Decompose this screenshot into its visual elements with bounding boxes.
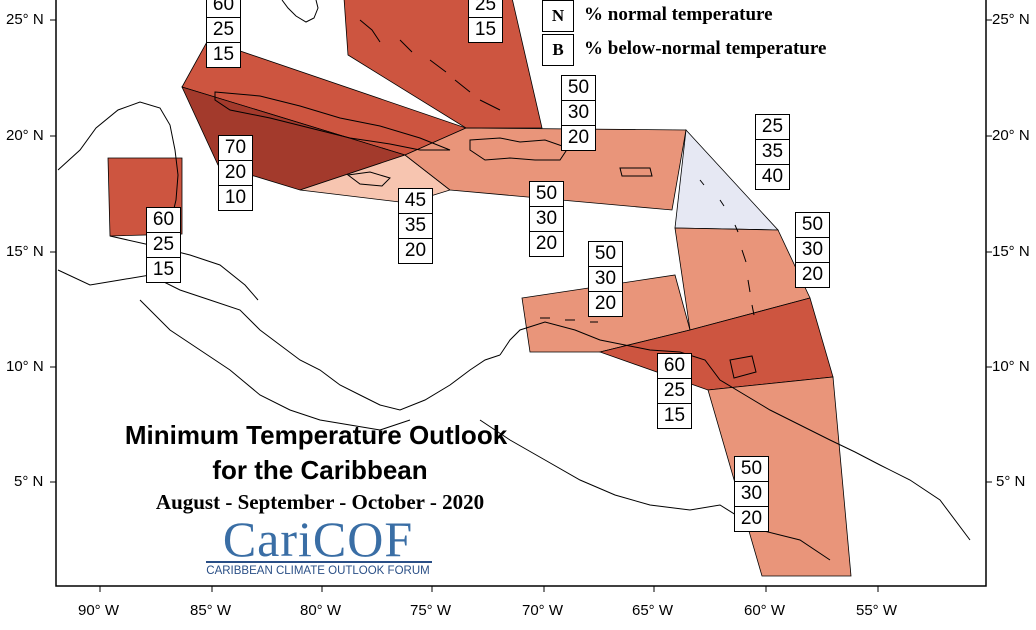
prob-above: 50 <box>535 183 558 204</box>
prob-normal: 30 <box>796 237 829 262</box>
lesser-antilles <box>699 179 755 316</box>
prob-above: 25 <box>761 116 784 137</box>
lat-label-right-10: 10° N <box>992 358 1030 375</box>
map-title-line1: Minimum Temperature Outlook <box>124 420 508 450</box>
prob-below: 15 <box>658 403 691 428</box>
lon-label-85w: 85° W <box>190 602 232 619</box>
lat-label-right-15: 15° N <box>992 243 1030 260</box>
forecast-box-trinidad: 60 25 15 <box>657 353 692 429</box>
prob-below: 20 <box>589 291 622 316</box>
legend-text-below: % below-normal temperature <box>584 38 827 59</box>
season-subtitle: August - September - October - 2020 <box>155 490 485 514</box>
yucatan-coast <box>57 101 179 226</box>
prob-normal: 35 <box>756 139 789 164</box>
legend-key-below: B <box>542 34 574 66</box>
puerto-rico-island <box>619 167 653 177</box>
lat-label-left-5: 5° N <box>14 473 44 490</box>
lon-label-55w: 55° W <box>856 602 898 619</box>
prob-normal: 25 <box>207 17 240 42</box>
prob-below: 15 <box>147 257 180 282</box>
forecast-box-cuba: 70 20 10 <box>218 135 253 211</box>
forecast-box-northern-leewards: 25 35 40 <box>755 114 790 190</box>
region-hispaniola <box>404 127 687 211</box>
florida-coast <box>281 0 319 23</box>
lon-label-75w: 75° W <box>410 602 452 619</box>
forecast-box-abc-islands: 50 30 20 <box>588 241 623 317</box>
prob-above: 50 <box>801 214 824 235</box>
cuba-island <box>214 91 451 151</box>
lon-label-60w: 60° W <box>744 602 786 619</box>
prob-below: 20 <box>530 231 563 256</box>
prob-above: 50 <box>567 77 590 98</box>
forecast-box-puerto-rico: 50 30 20 <box>529 181 564 257</box>
south-america-coast <box>499 321 971 541</box>
prob-above: 70 <box>224 137 247 158</box>
lat-label-left-25: 25° N <box>6 11 44 28</box>
trinidad-island <box>729 355 757 379</box>
prob-normal: 30 <box>589 266 622 291</box>
prob-normal: 25 <box>658 378 691 403</box>
prob-below: 20 <box>399 238 432 263</box>
honduras-coast <box>109 235 259 301</box>
prob-below: 15 <box>207 42 240 67</box>
axis-ticks <box>50 19 992 592</box>
prob-normal: 20 <box>219 160 252 185</box>
prob-above: 60 <box>212 0 235 15</box>
abc-islands-shape <box>540 317 598 323</box>
map-title-line2: for the Caribbean <box>212 455 428 485</box>
bahamas-islands <box>359 19 501 111</box>
forecast-box-jamaica: 45 35 20 <box>398 188 433 264</box>
prob-normal: 25 <box>474 0 497 15</box>
prob-normal: 35 <box>399 213 432 238</box>
lon-label-70w: 70° W <box>522 602 564 619</box>
caricof-logo: CariCOF <box>222 511 414 567</box>
prob-normal: 25 <box>147 232 180 257</box>
prob-below: 15 <box>469 17 502 42</box>
prob-below: 40 <box>756 164 789 189</box>
lat-label-right-20: 20° N <box>992 127 1030 144</box>
legend-key-normal: N <box>542 0 574 32</box>
prob-normal: 30 <box>530 206 563 231</box>
legend-text-normal: % normal temperature <box>584 4 773 25</box>
pacific-coast <box>139 299 411 431</box>
lon-label-90w: 90° W <box>78 602 120 619</box>
lat-label-left-20: 20° N <box>6 127 44 144</box>
forecast-box-belize: 60 25 15 <box>146 207 181 283</box>
forecast-box-bahamas-west: 60 25 15 <box>206 0 241 68</box>
jamaica-island <box>346 171 391 187</box>
prob-above: 60 <box>152 209 175 230</box>
lat-label-right-5: 5° N <box>996 473 1026 490</box>
forecast-box-bahamas-east: 25 15 <box>468 0 503 43</box>
prob-normal: 30 <box>735 481 768 506</box>
lat-label-right-25: 25° N <box>992 11 1030 28</box>
lat-label-left-15: 15° N <box>6 243 44 260</box>
prob-above: 50 <box>594 243 617 264</box>
prob-below: 20 <box>562 125 595 150</box>
forecast-box-windwards: 50 30 20 <box>795 212 830 288</box>
lon-label-65w: 65° W <box>632 602 674 619</box>
lat-label-left-10: 10° N <box>6 358 44 375</box>
prob-above: 45 <box>404 190 427 211</box>
lon-label-80w: 80° W <box>300 602 342 619</box>
prob-below: 20 <box>735 506 768 531</box>
prob-below: 20 <box>796 262 829 287</box>
south-america-interior <box>479 419 831 561</box>
caricof-tagline: CARIBBEAN CLIMATE OUTLOOK FORUM <box>206 565 430 577</box>
prob-above: 50 <box>740 458 763 479</box>
prob-below: 10 <box>219 185 252 210</box>
prob-above: 60 <box>663 355 686 376</box>
forecast-box-hispaniola: 50 30 20 <box>561 75 596 151</box>
prob-normal: 30 <box>562 100 595 125</box>
hispaniola-island <box>469 137 569 161</box>
logo-underline <box>206 561 432 563</box>
forecast-box-guianas: 50 30 20 <box>734 456 769 532</box>
